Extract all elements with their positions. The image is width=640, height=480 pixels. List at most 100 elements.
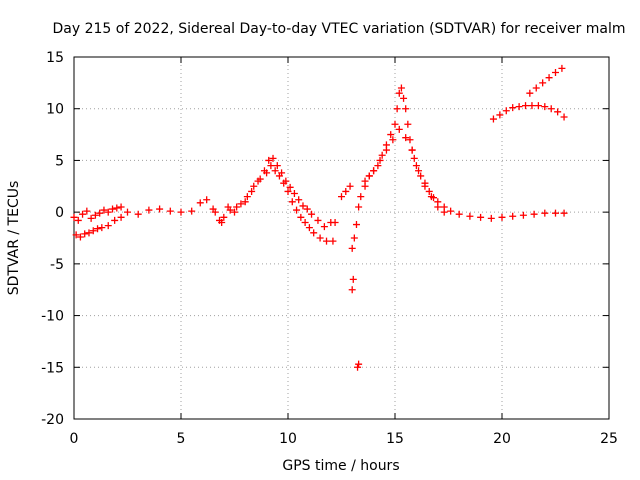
data-point [329, 237, 337, 245]
data-point [124, 208, 131, 216]
data-point [554, 108, 562, 116]
data-point [528, 102, 536, 110]
data-point [519, 211, 527, 219]
data-point [395, 89, 403, 97]
data-point [286, 183, 294, 191]
data-point [408, 146, 416, 154]
data-point [374, 162, 382, 170]
data-point [354, 363, 362, 371]
x-tick-labels: 0 5 10 15 20 25 [70, 431, 618, 447]
data-point [404, 120, 412, 128]
data-point [361, 177, 369, 185]
data-point [417, 172, 425, 180]
data-point [487, 214, 495, 222]
data-point [355, 203, 363, 211]
y-tick-label: -10 [41, 309, 64, 325]
data-point [357, 193, 365, 201]
data-point [166, 207, 174, 215]
data-point [314, 216, 322, 224]
data-point [237, 200, 245, 208]
data-point [496, 111, 504, 119]
data-point [509, 212, 517, 220]
data-point [273, 162, 281, 170]
data-point [387, 131, 395, 139]
data-point [96, 209, 104, 217]
y-tick-label: -5 [50, 257, 64, 273]
x-tick-label: 20 [493, 431, 511, 447]
data-point [530, 210, 538, 218]
data-point [560, 209, 568, 217]
data-point [275, 172, 283, 180]
data-point [85, 229, 93, 237]
data-point [70, 213, 78, 221]
data-point [466, 212, 474, 220]
data-point [395, 125, 403, 133]
data-point [406, 136, 414, 144]
data-point [310, 229, 318, 237]
y-tick-label: -20 [41, 412, 64, 428]
data-point [558, 64, 566, 72]
data-point [295, 196, 303, 204]
data-point [316, 234, 324, 242]
data-point [290, 190, 298, 198]
y-tick-label: -15 [41, 360, 64, 376]
data-point [397, 84, 405, 92]
x-tick-label: 5 [177, 431, 186, 447]
data-point [220, 213, 228, 221]
data-point [305, 224, 313, 232]
data-point [515, 103, 523, 111]
data-point [349, 275, 357, 283]
data-point [323, 237, 331, 245]
x-tick-label: 25 [600, 431, 618, 447]
data-point [293, 206, 301, 214]
data-point [248, 187, 256, 195]
data-point [522, 102, 530, 110]
data-point [113, 204, 121, 212]
data-point [256, 175, 264, 183]
data-point [402, 134, 410, 142]
data-point [342, 187, 350, 195]
y-gridlines [74, 108, 609, 368]
data-point [271, 167, 279, 175]
data-point [498, 213, 506, 221]
data-point [552, 69, 559, 77]
data-point [188, 207, 196, 215]
data-point [177, 208, 185, 216]
y-tick-label: 0 [55, 205, 64, 221]
data-point [539, 79, 547, 87]
data-point [203, 196, 211, 204]
x-tick-label: 15 [386, 431, 404, 447]
data-point [81, 230, 89, 238]
data-point [370, 167, 378, 175]
data-point [320, 223, 328, 231]
data-point [224, 203, 232, 211]
data-point [79, 210, 87, 218]
data-point [412, 162, 420, 170]
data-point [541, 103, 549, 111]
data-point [331, 218, 339, 226]
data-point [434, 203, 442, 211]
data-point [117, 203, 125, 211]
data-point [376, 156, 384, 164]
data-point [250, 182, 258, 190]
data-point [89, 227, 97, 235]
data-point [402, 105, 410, 113]
plot-frame [73, 56, 610, 420]
data-point [297, 213, 305, 221]
x-tick-label: 10 [279, 431, 297, 447]
data-point [104, 222, 112, 230]
data-point [280, 179, 288, 187]
data-point [100, 206, 108, 214]
data-point [117, 213, 125, 221]
data-point [308, 210, 316, 218]
data-point [231, 208, 238, 216]
y-tick-label: 5 [55, 153, 64, 169]
data-point [111, 216, 119, 224]
data-point [502, 107, 510, 115]
data-point [109, 205, 117, 213]
data-point [440, 208, 448, 216]
data-point [265, 156, 273, 164]
data-point [241, 198, 249, 206]
data-point [233, 203, 241, 211]
